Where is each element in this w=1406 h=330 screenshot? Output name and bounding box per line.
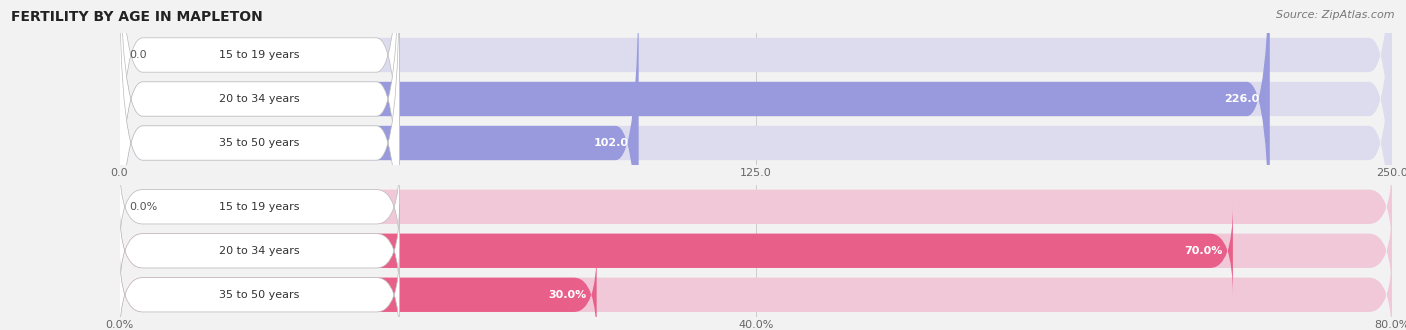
FancyBboxPatch shape <box>120 248 399 330</box>
Text: 30.0%: 30.0% <box>548 290 586 300</box>
FancyBboxPatch shape <box>120 0 1392 236</box>
FancyBboxPatch shape <box>120 205 1392 297</box>
FancyBboxPatch shape <box>120 0 1392 324</box>
FancyBboxPatch shape <box>120 248 1392 330</box>
Text: 0.0%: 0.0% <box>129 202 157 212</box>
Text: 0.0: 0.0 <box>129 50 148 60</box>
FancyBboxPatch shape <box>120 0 399 324</box>
FancyBboxPatch shape <box>120 161 1392 253</box>
FancyBboxPatch shape <box>120 205 1233 297</box>
Text: 20 to 34 years: 20 to 34 years <box>219 246 299 256</box>
Text: Source: ZipAtlas.com: Source: ZipAtlas.com <box>1277 10 1395 20</box>
FancyBboxPatch shape <box>120 248 596 330</box>
Text: FERTILITY BY AGE IN MAPLETON: FERTILITY BY AGE IN MAPLETON <box>11 10 263 24</box>
Text: 35 to 50 years: 35 to 50 years <box>219 290 299 300</box>
Text: 15 to 19 years: 15 to 19 years <box>219 50 299 60</box>
FancyBboxPatch shape <box>120 0 399 236</box>
FancyBboxPatch shape <box>120 0 399 280</box>
Text: 35 to 50 years: 35 to 50 years <box>219 138 299 148</box>
FancyBboxPatch shape <box>120 0 638 324</box>
Text: 102.0: 102.0 <box>593 138 628 148</box>
Text: 70.0%: 70.0% <box>1184 246 1223 256</box>
Text: 20 to 34 years: 20 to 34 years <box>219 94 299 104</box>
FancyBboxPatch shape <box>120 161 399 253</box>
Text: 226.0: 226.0 <box>1225 94 1260 104</box>
FancyBboxPatch shape <box>120 0 1270 280</box>
FancyBboxPatch shape <box>120 205 399 297</box>
Text: 15 to 19 years: 15 to 19 years <box>219 202 299 212</box>
FancyBboxPatch shape <box>120 0 1392 280</box>
